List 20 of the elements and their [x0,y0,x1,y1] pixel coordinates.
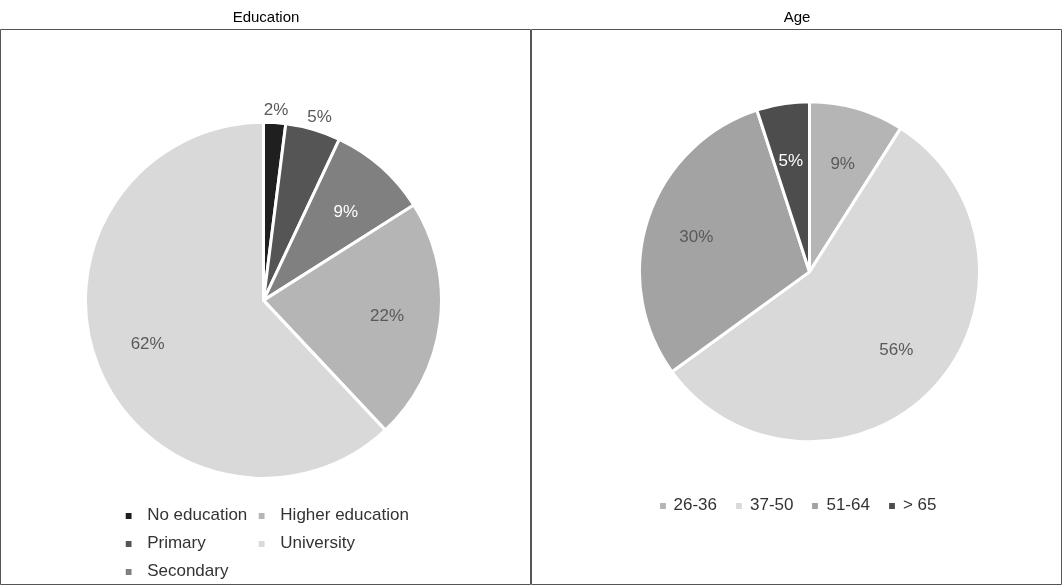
data-label: 5% [307,107,332,127]
legend-label: > 65 [902,495,937,515]
legend-label: 37-50 [749,495,794,515]
data-label: 9% [830,153,855,173]
data-label: 2% [263,100,289,120]
data-label: 30% [679,227,714,247]
data-label: 5% [778,150,804,170]
legend-label: 26-36 [673,495,717,515]
legend-label: Secondary [147,561,229,581]
legend-label: University [280,533,355,553]
data-label: 22% [370,305,405,325]
chart-title: Age [783,7,811,25]
legend-label: 51-64 [826,495,870,515]
chart-title: Education [232,7,300,25]
data-label: 56% [879,339,914,359]
legend-label: Primary [147,533,206,553]
legend-label: No education [147,505,248,525]
data-label: 9% [333,202,359,222]
data-label: 62% [130,334,165,354]
legend-label: Higher education [280,505,409,525]
